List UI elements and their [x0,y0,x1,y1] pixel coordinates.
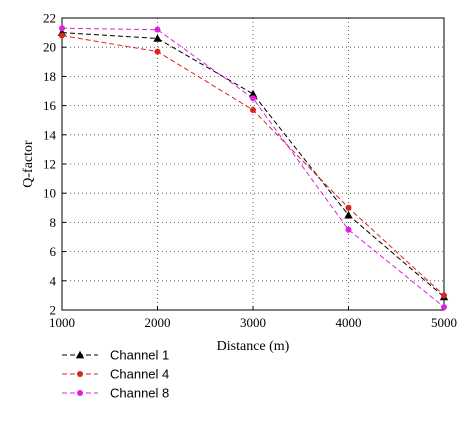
y-tick-label: 14 [43,127,57,142]
data-point [250,95,256,102]
y-tick-label: 20 [43,40,56,55]
y-tick-label: 8 [50,215,57,230]
y-axis-label: Q-factor [21,140,36,188]
data-point [154,48,161,55]
series-line [61,27,445,308]
y-tick-label: 22 [43,11,56,26]
y-tick-label: 16 [43,98,57,113]
legend-marker [77,390,83,396]
x-tick-label: 2000 [145,315,171,330]
data-point [154,26,161,33]
y-tick-label: 18 [43,69,56,84]
legend-marker [75,350,85,359]
legend-marker [77,371,83,377]
data-point [153,34,162,42]
axis-ticks: 1000 2000 3000 4000 5000 2 4 6 8 10 12 14 16 18 20 22 [43,11,457,331]
y-tick-label: 12 [43,157,56,172]
data-point [250,106,256,113]
series-layer [57,25,449,311]
x-axis-label: Distance (m) [217,339,290,354]
x-tick-label: 1000 [49,315,75,330]
series-channel-4 [59,32,447,299]
legend-label: Channel 4 [110,367,169,382]
legend-item: Channel 8 [62,386,169,401]
y-tick-label: 2 [50,303,57,318]
data-point [248,89,258,98]
legend-label: Channel 1 [110,348,169,363]
data-point [345,226,352,233]
y-tick-label: 6 [50,244,57,259]
legend-label: Channel 8 [110,386,169,401]
x-tick-label: 5000 [431,315,457,330]
x-tick-label: 4000 [336,315,362,330]
grid [62,18,444,310]
data-point [441,292,447,299]
legend-item: Channel 1 [62,348,169,363]
data-point [441,304,447,311]
data-point [345,204,352,211]
y-tick-label: 10 [43,186,56,201]
data-point [59,32,65,39]
x-tick-label: 3000 [240,315,266,330]
series-channel-8 [59,25,447,311]
data-point [344,210,353,219]
series-channel-1 [57,28,449,301]
data-point [59,25,65,32]
legend-item: Channel 4 [62,367,169,382]
series-line [61,32,445,298]
legend: Channel 1 Channel 4 Channel 8 [62,348,169,401]
y-tick-label: 4 [50,273,57,288]
